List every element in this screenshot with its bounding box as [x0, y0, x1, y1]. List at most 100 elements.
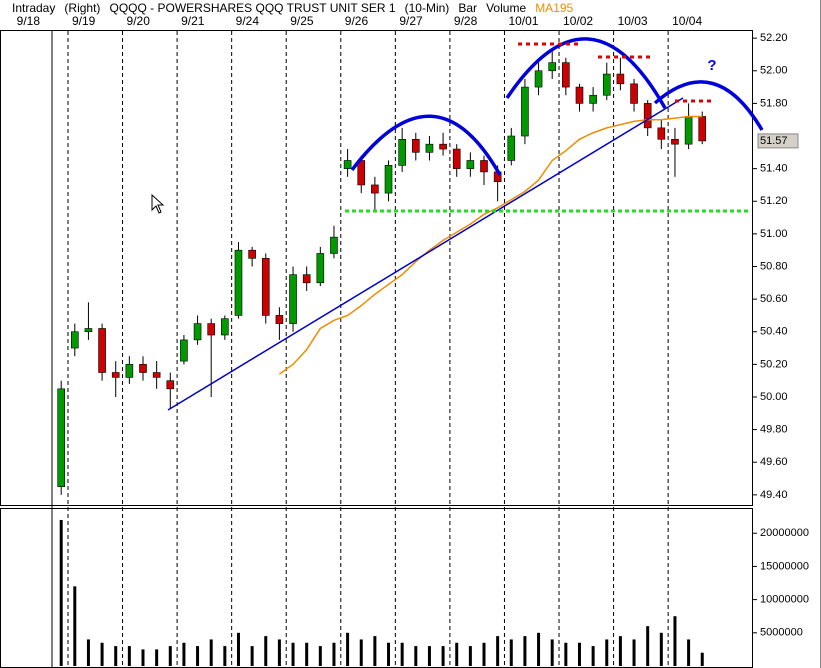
volume-bar: [427, 646, 431, 666]
candle-body: [684, 116, 693, 145]
volume-bar: [591, 646, 595, 666]
y-tick-label: 50.80: [760, 260, 788, 272]
x-tick-label: 9/21: [181, 14, 205, 28]
volume-bar: [632, 639, 636, 666]
candle-body: [289, 274, 297, 324]
volume-bar: [414, 646, 418, 666]
x-tick-label: 10/03: [618, 14, 648, 28]
y-tick-label: 52.20: [760, 32, 788, 44]
candle-body: [166, 380, 175, 390]
candle-body: [302, 274, 311, 284]
x-tick-label: 9/25: [290, 14, 314, 28]
volume-bar: [155, 649, 159, 666]
y-tick-label: 51.20: [760, 195, 788, 207]
candle-body: [602, 73, 611, 96]
header-item: (10-Min): [405, 1, 450, 15]
x-tick-label: 9/24: [236, 14, 260, 28]
volume-bar: [537, 632, 541, 666]
shoulder-arc: [653, 80, 764, 131]
drawn-annotations: ?: [151, 37, 764, 411]
last-price-box: [757, 133, 799, 149]
y-tick-label: 49.40: [760, 489, 788, 501]
x-tick-label: 9/18: [17, 14, 41, 28]
candle-body: [521, 86, 529, 137]
y-tick-label: 51.40: [760, 163, 788, 175]
x-tick-label: 9/27: [399, 14, 423, 28]
x-tick-label: 9/20: [127, 14, 151, 28]
volume-bar: [618, 636, 622, 666]
last-price-label: 51.57: [760, 135, 788, 147]
volume-bar: [509, 639, 513, 666]
y-tick-label: 49.80: [760, 424, 788, 436]
volume-bar: [250, 646, 254, 666]
volume-bar: [441, 646, 445, 666]
candle-body: [480, 160, 488, 173]
volume-bar: [196, 646, 200, 666]
volume-bar: [100, 642, 104, 666]
volume-bar: [373, 636, 377, 666]
candle-body: [534, 70, 543, 88]
y-tick-label: 20000000: [760, 527, 809, 539]
marks-layer: [57, 51, 707, 666]
volume-bar: [387, 642, 391, 666]
candle-body: [221, 318, 229, 336]
volume-bar: [646, 626, 650, 666]
header-item: Volume: [486, 1, 526, 15]
volume-bar: [291, 642, 295, 666]
grid-layer: 9/18 9/19 9/20 9/21 9/24 9/25 9/26 9/27 9/28 10/0…: [17, 14, 809, 668]
volume-bar: [346, 632, 350, 666]
candle-body: [207, 323, 215, 336]
volume-bar: [127, 646, 131, 666]
trend-line: [167, 97, 684, 411]
y-tick-label: 52.00: [760, 65, 788, 77]
candle-body: [657, 127, 666, 140]
candle-body: [425, 143, 434, 153]
volume-bar: [236, 632, 240, 666]
volume-bar: [468, 646, 472, 666]
candle-body: [275, 315, 284, 324]
candle-body: [98, 328, 106, 373]
header-item: (Right): [64, 1, 100, 15]
candle-body: [630, 83, 638, 104]
candle-body: [411, 138, 420, 153]
volume-bar: [700, 652, 704, 666]
candle-body: [57, 388, 66, 487]
volume-bar: [673, 616, 677, 666]
y-tick-label: 50.60: [760, 293, 788, 305]
x-tick-label: 10/04: [672, 14, 702, 28]
volume-bar: [264, 636, 268, 666]
head-arc: [505, 37, 667, 109]
volume-bar: [59, 519, 63, 666]
y-tick-label: 50.00: [760, 391, 788, 403]
candle-body: [398, 138, 406, 166]
candle-body: [180, 339, 188, 362]
candle-body: [507, 135, 516, 161]
header: Intraday (Right) QQQQ - POWERSHARES QQQ …: [12, 1, 574, 15]
candle-body: [234, 249, 243, 316]
candle-body: [384, 165, 393, 194]
y-tick-label: 51.80: [760, 97, 788, 109]
candle-body: [548, 62, 557, 72]
candle-body: [71, 331, 79, 349]
volume-bar: [564, 642, 568, 666]
volume-bar: [605, 639, 609, 666]
annotation: ?: [707, 57, 716, 74]
y-tick-label: 51.00: [760, 228, 788, 240]
candle-body: [152, 372, 161, 378]
volume-bar: [523, 636, 527, 666]
candle-body: [111, 372, 120, 378]
candle-body: [371, 184, 379, 194]
candle-body: [139, 364, 147, 373]
candle-body: [193, 323, 202, 341]
volume-bar: [223, 646, 227, 666]
x-tick-label: 9/19: [72, 14, 96, 28]
candle-body: [316, 253, 325, 284]
candle-body: [261, 258, 270, 316]
candle-body: [643, 103, 652, 129]
y-tick-label: 49.60: [760, 456, 788, 468]
volume-bar: [482, 642, 486, 666]
candle-body: [671, 138, 679, 145]
volume-bar: [332, 642, 336, 666]
volume-bar: [277, 639, 281, 666]
